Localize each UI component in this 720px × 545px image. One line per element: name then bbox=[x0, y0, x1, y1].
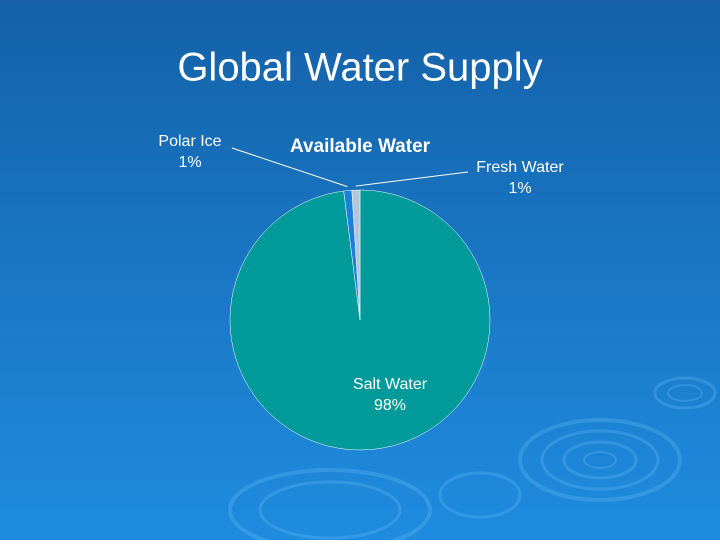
slice-label: Fresh Water bbox=[476, 159, 564, 176]
slide-title: Global Water Supply bbox=[177, 46, 542, 90]
leader-line bbox=[355, 171, 469, 187]
ripples bbox=[228, 376, 717, 545]
slice-value-label: 98% bbox=[374, 397, 406, 414]
slice-label: Salt Water bbox=[353, 376, 428, 393]
pie-slice bbox=[351, 189, 361, 321]
slice-value-label: 1% bbox=[178, 154, 201, 171]
leader-line bbox=[231, 147, 348, 188]
slice-label: Polar Ice bbox=[158, 133, 221, 150]
chart-title: Available Water bbox=[290, 136, 431, 157]
slice-value-label: 1% bbox=[508, 180, 531, 197]
